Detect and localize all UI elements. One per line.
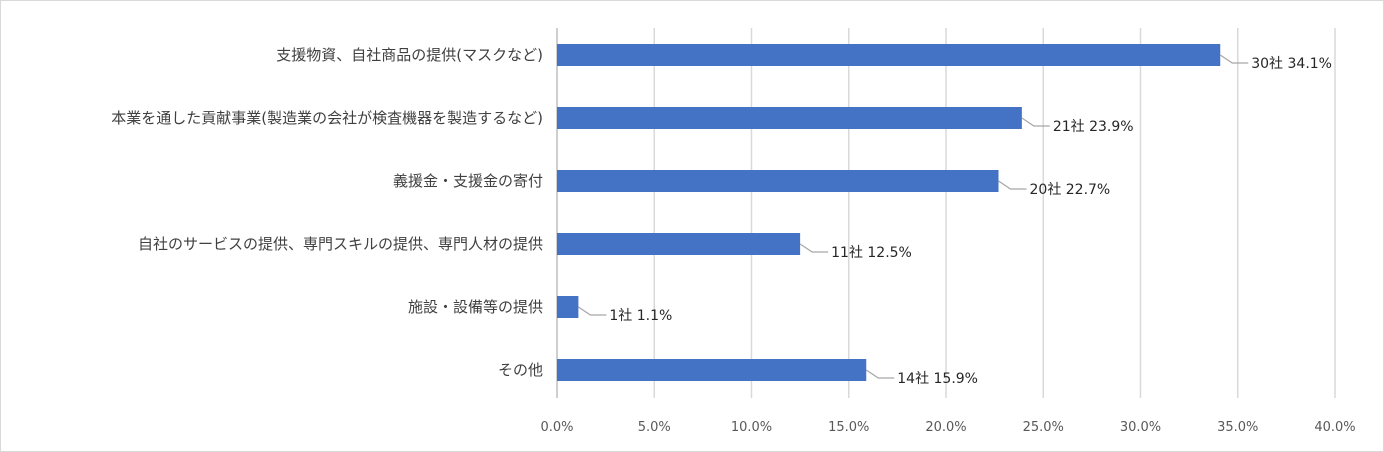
x-tick-label: 5.0% (638, 420, 671, 435)
x-tick-label: 20.0% (925, 420, 966, 435)
leader-line (1219, 54, 1249, 64)
x-tick-label: 30.0% (1120, 420, 1161, 435)
x-tick-label: 25.0% (1023, 420, 1064, 435)
bar (557, 359, 867, 381)
x-tick-label: 10.0% (731, 420, 772, 435)
data-label: 11社 12.5% (831, 245, 912, 261)
category-label: その他 (498, 361, 543, 379)
bar (557, 107, 1022, 129)
leader-line (1021, 117, 1050, 127)
leader-line (998, 180, 1027, 190)
x-tick-label: 40.0% (1314, 420, 1355, 435)
x-tick-label: 15.0% (828, 420, 869, 435)
x-tick-label: 0.0% (540, 420, 573, 435)
category-label: 支援物資、自社商品の提供(マスクなど) (276, 46, 543, 64)
leader-line (865, 369, 895, 379)
data-label: 1社 1.1% (609, 308, 672, 324)
x-tick-label: 35.0% (1217, 420, 1258, 435)
category-label: 本業を通した貢献事業(製造業の会社が検査機器を製造するなど) (111, 109, 543, 127)
category-label: 義援金・支援金の寄付 (393, 172, 543, 190)
bar (557, 44, 1221, 66)
leader-line (799, 243, 829, 253)
data-label: 30社 34.1% (1251, 56, 1332, 72)
bar (557, 170, 999, 192)
leader-line (578, 306, 607, 316)
data-label: 20社 22.7% (1030, 182, 1111, 198)
bar (557, 296, 579, 318)
category-label: 自社のサービスの提供、専門スキルの提供、専門人材の提供 (138, 235, 543, 253)
bar (557, 233, 801, 255)
data-label: 14社 15.9% (897, 371, 978, 387)
data-label: 21社 23.9% (1053, 119, 1134, 135)
category-label: 施設・設備等の提供 (408, 298, 543, 316)
